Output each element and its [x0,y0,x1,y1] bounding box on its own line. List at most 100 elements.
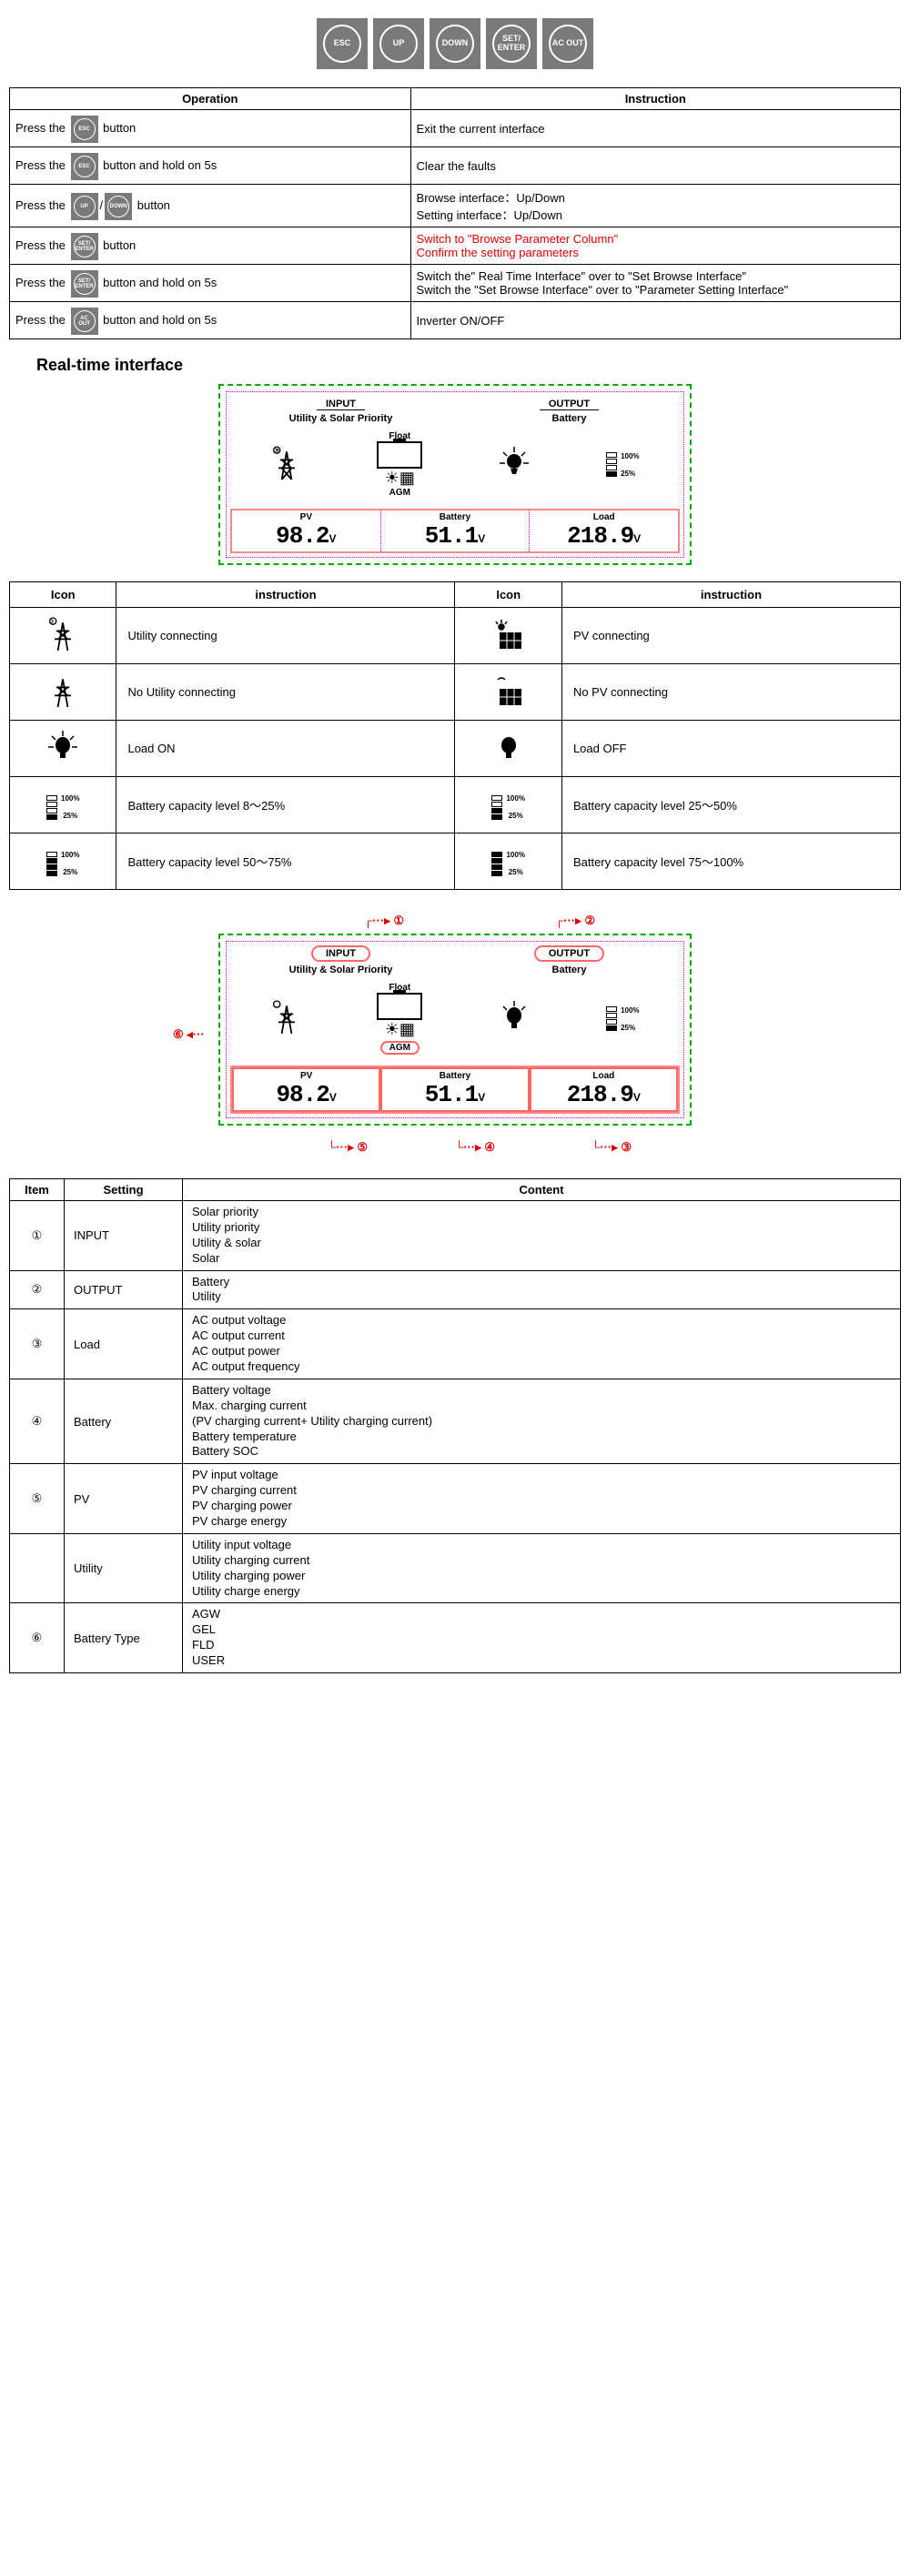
icon-th-1: Icon [10,582,116,608]
battery-25-icon: 100%25% [10,777,116,833]
lcd-output-label: OUTPUT [540,399,599,410]
lcd-display-annotated: ┌···▸ ① ┌···▸ ② └···▸ ③ └···▸ ④ └···▸ ⑤ … [9,906,901,1162]
instr-cell: Battery capacity level 50～75% [116,833,455,890]
lcd-value-load: Load218.9V [530,510,678,551]
table-row: Press the button and hold on 5sClear the… [10,147,901,185]
table-row: ④BatteryBattery voltageMax. charging cur… [10,1379,901,1463]
table-row: Press the / buttonBrowse interface：Up/Do… [10,185,901,227]
content-cell: AGWGELFLDUSER [183,1603,901,1673]
table-row: ⑤PVPV input voltagePV charging currentPV… [10,1464,901,1534]
up-button[interactable]: UP [373,18,424,69]
item-cell: ③ [10,1309,65,1379]
ac-out-button-label: AC OUT [549,25,587,63]
op-cell: Press the button [10,227,411,265]
pv-connected-icon [455,608,561,664]
table-row: Press the button and hold on 5sInverter … [10,302,901,339]
setting-cell: OUTPUT [65,1270,183,1309]
instr-cell: PV connecting [561,608,900,664]
table-row: ②OUTPUTBatteryUtility [10,1270,901,1309]
set-enter-button-label: SET/ ENTER [492,25,531,63]
icon-th-2: instruction [116,582,455,608]
inline-btn-icon [71,153,98,180]
inline-btn-icon [71,233,98,260]
item-cell: ② [10,1270,65,1309]
lcd-value-battery: Battery51.1V [380,1067,529,1112]
callout-3: └···▸ ③ [592,1140,632,1155]
battery-50-icon: 100%25% [455,777,561,833]
set-enter-button[interactable]: SET/ ENTER [486,18,537,69]
table-row: Load ON Load OFF [10,721,901,777]
lcd-output-label-hl: OUTPUT [534,945,604,962]
item-cell [10,1533,65,1603]
sun-panel-icon: ☀▦ [377,469,422,488]
lcd-value-pv: PV98.2V [232,510,381,551]
instr-cell: No Utility connecting [116,664,455,721]
instr-cell: Utility connecting [116,608,455,664]
callout-6: ⑥ ◂··· [173,1027,205,1042]
down-button-label: DOWN [436,25,474,63]
esc-button[interactable]: ESC [317,18,368,69]
content-cell: Utility input voltageUtility charging cu… [183,1533,901,1603]
instr-cell: Battery capacity level 8～25% [116,777,455,833]
hardware-buttons-row: ESC UP DOWN SET/ ENTER AC OUT [9,18,901,69]
lcd-value-load: Load218.9V [530,1067,678,1112]
section-title-realtime: Real-time interface [36,356,901,375]
battery-100-icon: 100%25% [455,833,561,890]
table-row: Utility connecting PV connecting [10,608,901,664]
instr-cell: Switch to "Browse Parameter Column"Confi… [410,227,900,265]
content-cell: AC output voltageAC output currentAC out… [183,1309,901,1379]
lcd-display-1: INPUT Utility & Solar Priority OUTPUT Ba… [9,384,901,565]
callout-4: └···▸ ④ [455,1140,495,1155]
table-row: No Utility connecting No PV connecting [10,664,901,721]
op-cell: Press the button and hold on 5s [10,147,411,185]
item-cell: ① [10,1201,65,1271]
inline-btn-icon [71,308,98,335]
content-cell: Solar priorityUtility priorityUtility & … [183,1201,901,1271]
callout-1: ┌···▸ ① [364,914,404,928]
down-button[interactable]: DOWN [430,18,480,69]
instr-cell: Load ON [116,721,455,777]
instr-cell: Clear the faults [410,147,900,185]
op-cell: Press the / button [10,185,411,227]
lcd-input-label: INPUT [317,399,365,410]
callout-2: ┌···▸ ② [555,914,595,928]
setting-cell: PV [65,1464,183,1534]
ac-out-button[interactable]: AC OUT [542,18,593,69]
settings-th-setting: Setting [65,1179,183,1201]
instr-cell: Load OFF [561,721,900,777]
op-cell: Press the button [10,110,411,147]
tower-disconnected-icon [10,664,116,721]
lcd-input-label-hl: INPUT [311,945,370,962]
instr-cell: Exit the current interface [410,110,900,147]
instr-cell: Switch the" Real Time Interface" over to… [410,265,900,302]
icon-th-3: Icon [455,582,561,608]
lcd-value-pv: PV98.2V [232,1067,380,1112]
setting-cell: Utility [65,1533,183,1603]
lcd-value-battery: Battery51.1V [381,510,531,551]
inline-btn-icon [71,116,98,143]
table-row: 100%25% Battery capacity level 8～25% 100… [10,777,901,833]
lcd-output-sub: Battery [552,413,587,424]
table-row: ③LoadAC output voltageAC output currentA… [10,1309,901,1379]
operation-table: Operation Instruction Press the buttonEx… [9,87,901,339]
battery-box-icon [377,441,422,469]
instr-cell: Inverter ON/OFF [410,302,900,339]
op-header-operation: Operation [10,88,411,110]
item-cell: ④ [10,1379,65,1463]
setting-cell: INPUT [65,1201,183,1271]
setting-cell: Battery Type [65,1603,183,1673]
lcd-input-sub: Utility & Solar Priority [289,413,393,424]
item-cell: ⑤ [10,1464,65,1534]
table-row: Press the button and hold on 5sSwitch th… [10,265,901,302]
lcd-agm-label: AGM [377,488,422,498]
icon-th-4: instruction [561,582,900,608]
bulb-on-icon [10,721,116,777]
table-row: UtilityUtility input voltageUtility char… [10,1533,901,1603]
battery-75-icon: 100%25% [10,833,116,890]
pv-disconnected-icon [455,664,561,721]
table-row: Press the buttonExit the current interfa… [10,110,901,147]
setting-cell: Load [65,1309,183,1379]
bulb-on-icon [496,445,532,484]
icon-table: Icon instruction Icon instruction Utilit… [9,581,901,890]
content-cell: BatteryUtility [183,1270,901,1309]
